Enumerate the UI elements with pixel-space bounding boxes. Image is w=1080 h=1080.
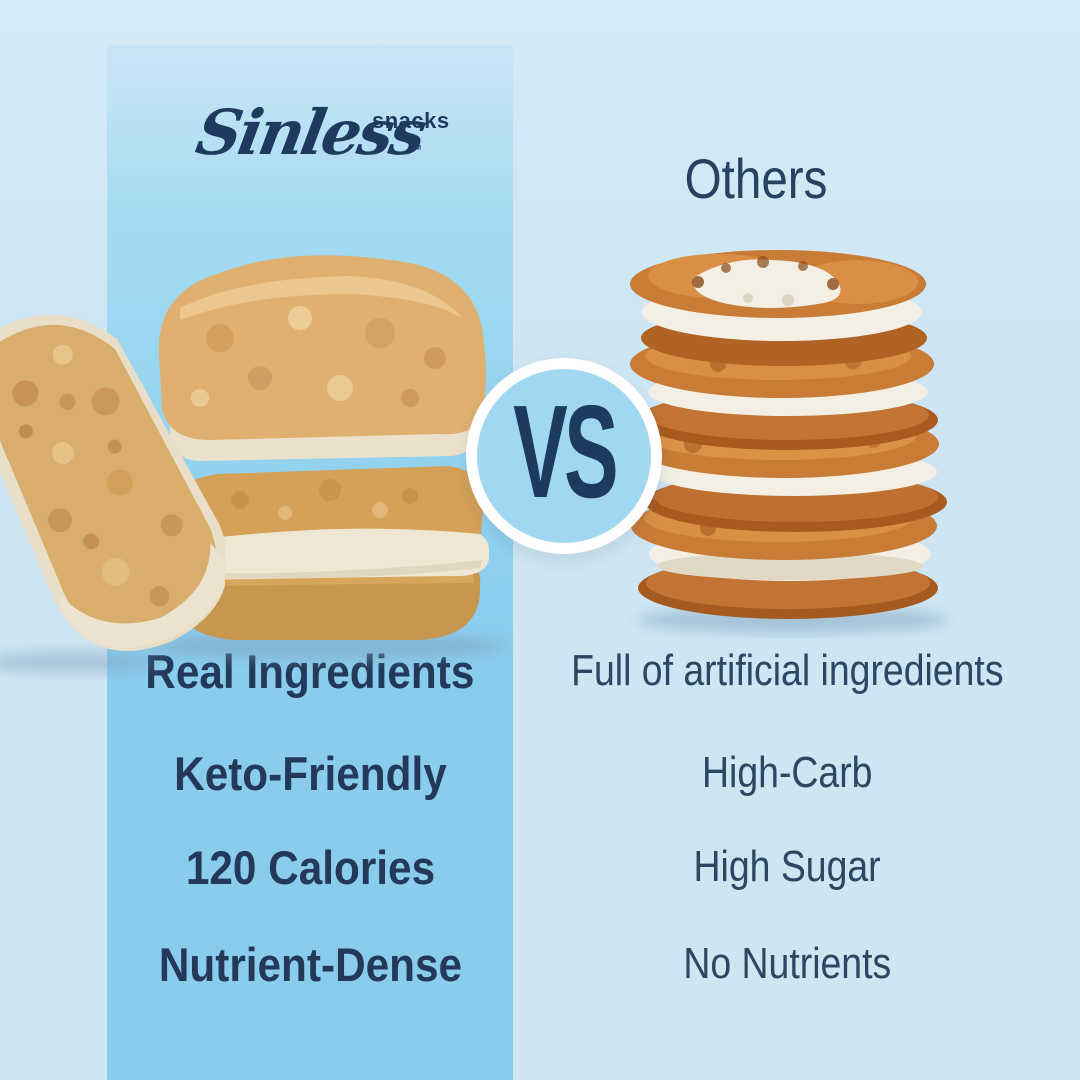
sinless-cookie-photo (145, 255, 505, 660)
right-drawback-label: No Nutrients (683, 939, 891, 988)
right-drawback-artificial: Full of artificial ingredients (537, 640, 1037, 702)
others-heading: Others (556, 146, 956, 210)
others-cookie-stack-photo (629, 250, 948, 633)
vs-badge: VS (466, 358, 662, 554)
brand-logo-sub: snacks (372, 108, 450, 133)
others-heading-label: Others (684, 146, 828, 210)
trademark-symbol: ™ (409, 142, 422, 157)
brand-logo-script: Sinless (190, 96, 430, 169)
vs-label: VS (513, 378, 618, 525)
left-benefit-label: 120 Calories (185, 840, 435, 894)
brand-logo: Sinless snacks ™ (107, 90, 513, 210)
right-drawback-label: High-Carb (701, 748, 873, 797)
left-benefit-label: Keto-Friendly (173, 746, 447, 800)
right-drawback-label: High Sugar (693, 842, 881, 891)
left-benefit-label: Nutrient-Dense (158, 937, 462, 991)
left-benefit-nutrient-dense: Nutrient-Dense (107, 933, 513, 995)
right-drawback-high-sugar: High Sugar (537, 836, 1037, 898)
right-drawback-label: Full of artificial ingredients (570, 646, 1004, 695)
sinless-half-cookie-photo (0, 314, 225, 673)
left-benefit-keto-friendly: Keto-Friendly (107, 742, 513, 804)
left-benefit-calories: 120 Calories (107, 836, 513, 898)
right-drawback-no-nutrients: No Nutrients (537, 933, 1037, 995)
right-drawback-high-carb: High-Carb (537, 742, 1037, 804)
